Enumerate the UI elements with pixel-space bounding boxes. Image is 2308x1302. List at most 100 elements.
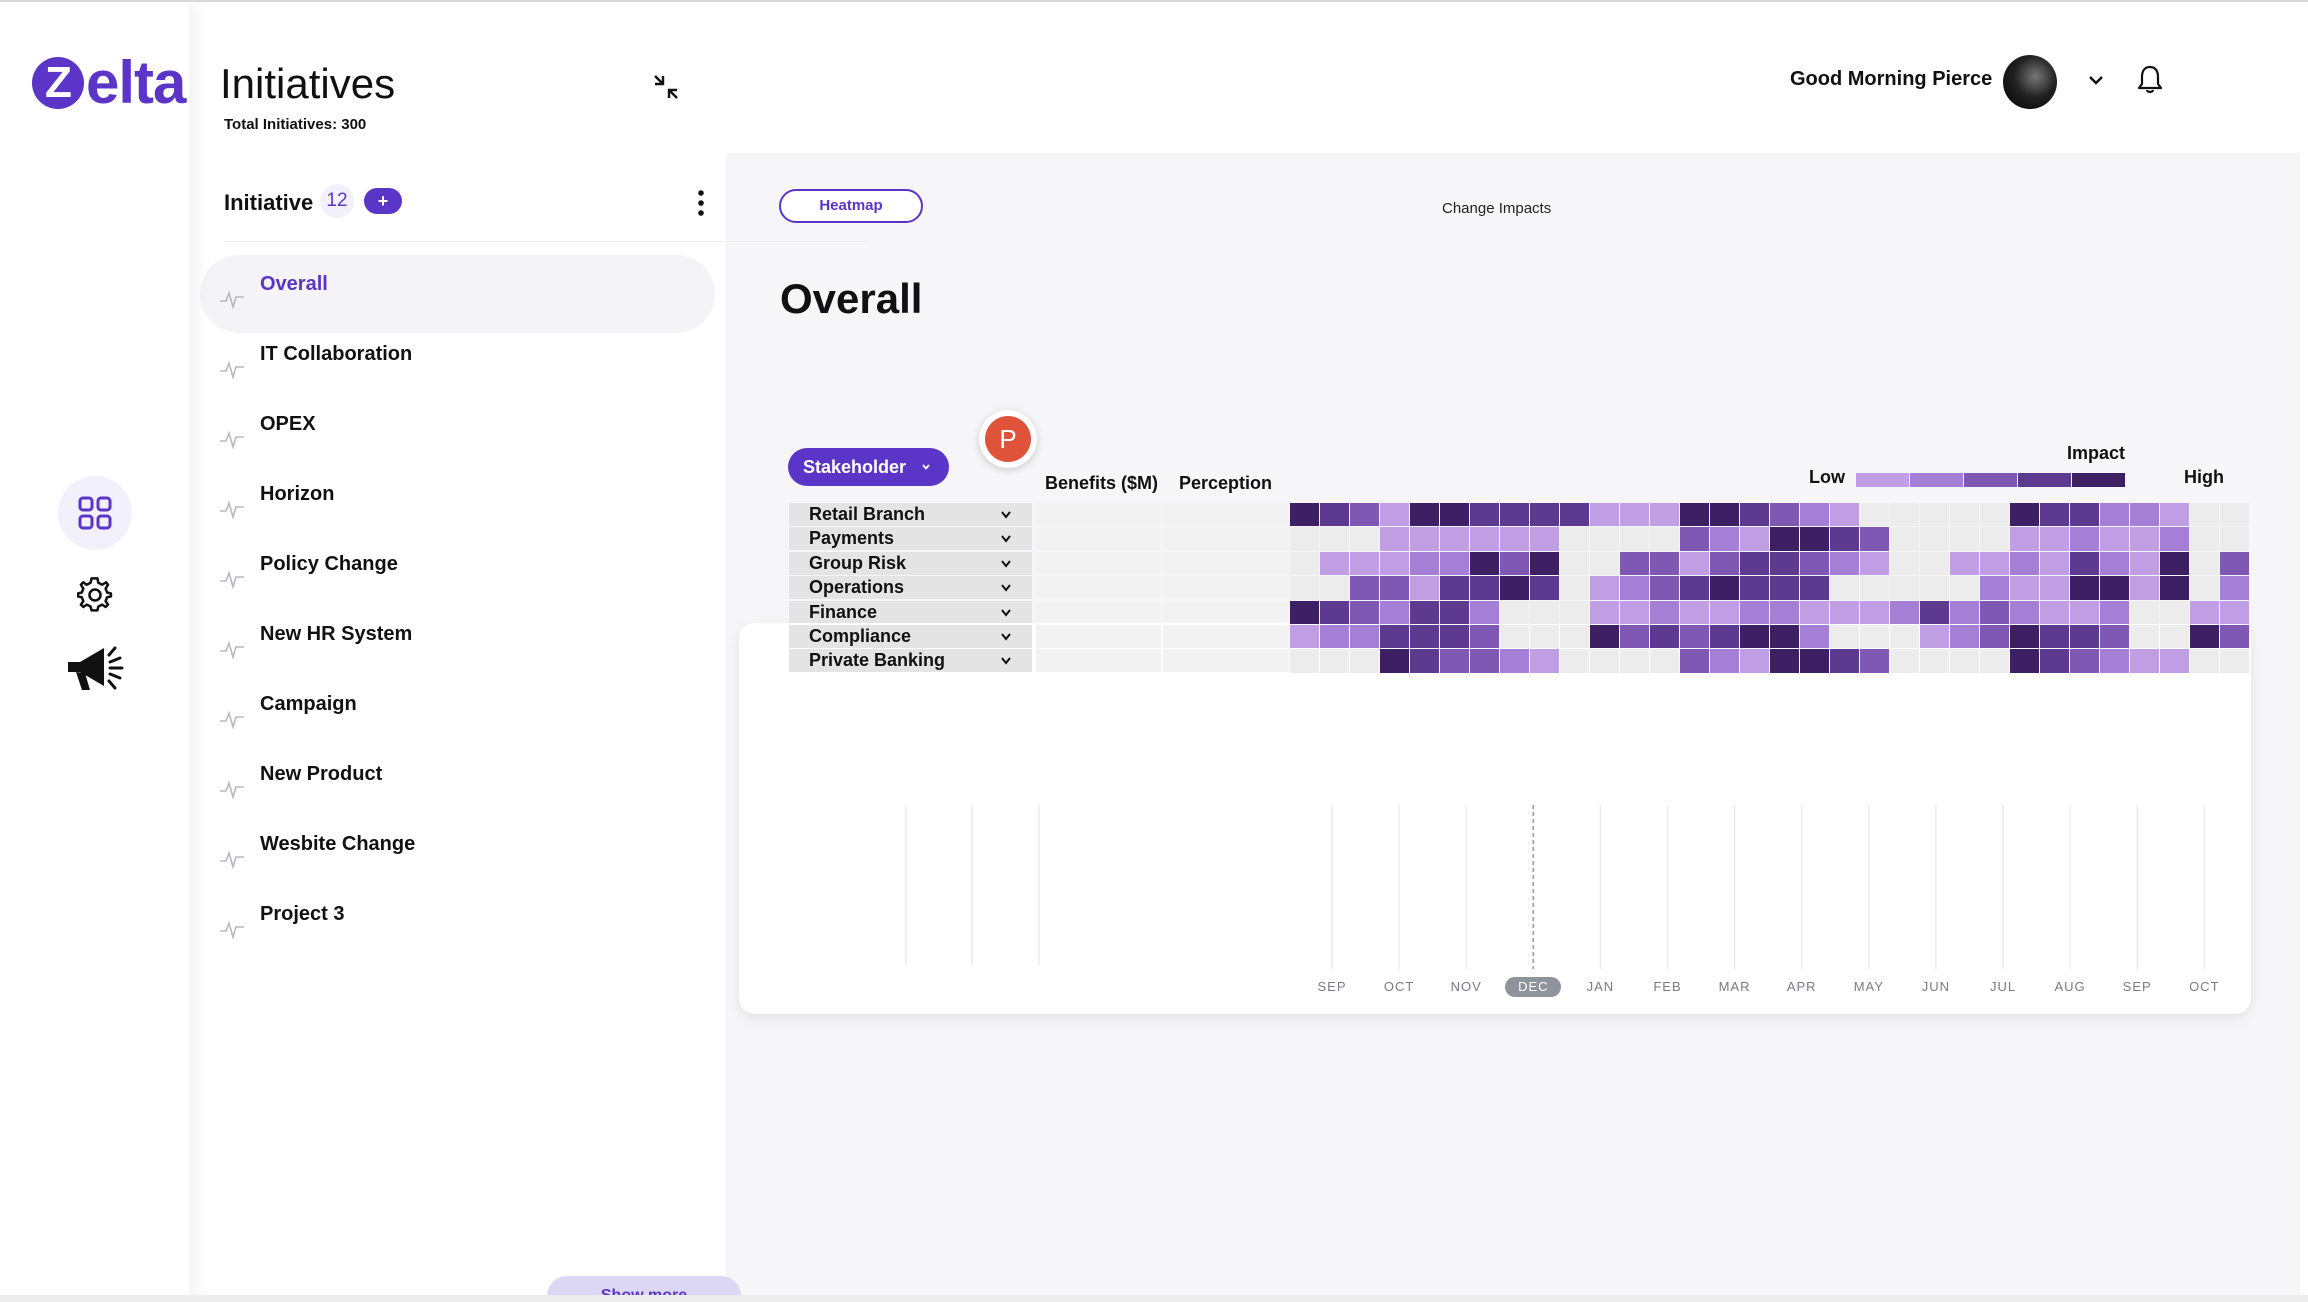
dashboard-nav-button[interactable] — [58, 476, 132, 550]
add-initiative-button[interactable]: + — [364, 188, 402, 214]
stakeholder-label: Stakeholder — [803, 457, 907, 477]
month-label: JAN — [1586, 979, 1615, 994]
user-initial: P — [985, 416, 1031, 462]
heatmap-cell — [2130, 649, 2159, 673]
chevron-down-icon — [1001, 608, 1011, 617]
initiative-item-label: Overall — [260, 273, 328, 295]
initiative-item[interactable]: Overall — [200, 255, 720, 333]
heatmap-cell — [2070, 576, 2099, 600]
heatmap-cell — [2040, 600, 2069, 624]
heatmap-cell — [1410, 527, 1439, 551]
heatmap-cell — [1470, 576, 1499, 600]
heatmap-cell — [1350, 551, 1379, 576]
month-label: FEB — [1653, 979, 1682, 994]
stakeholder-row-toggle[interactable]: Payments — [789, 527, 1032, 551]
heatmap-cell — [1620, 527, 1649, 551]
heatmap-cell — [2100, 600, 2129, 624]
heatmap-cell — [1770, 625, 1799, 649]
settings-nav-button[interactable] — [58, 558, 132, 632]
heatmap-cell — [1380, 503, 1409, 527]
activity-icon — [220, 430, 244, 449]
heatmap-cell — [1560, 625, 1589, 649]
heatmap-cell — [1470, 649, 1499, 673]
heatmap-cell — [2040, 551, 2069, 576]
heatmap-cell — [2010, 503, 2039, 527]
initiative-header-label: Initiative — [224, 190, 314, 215]
initiative-item-label: Campaign — [260, 693, 357, 715]
initiative-item[interactable]: New HR System — [200, 605, 720, 675]
heatmap-cell — [1650, 551, 1679, 576]
chevron-down-icon — [1001, 584, 1011, 592]
heatmap-cell — [1710, 527, 1739, 551]
more-vertical-icon[interactable] — [695, 188, 707, 218]
activity-icon — [220, 500, 244, 519]
legend-swatch — [2018, 473, 2071, 487]
logo-text: elta — [86, 49, 186, 116]
legend-title: Impact — [2067, 443, 2126, 463]
initiative-item-label: New HR System — [260, 623, 413, 645]
initiative-item[interactable]: Campaign — [200, 675, 720, 745]
bell-icon[interactable] — [2136, 64, 2164, 94]
heatmap-cell — [1650, 600, 1679, 624]
stakeholder-row-toggle[interactable]: Retail Branch — [789, 503, 1032, 526]
heatmap-cell — [1320, 576, 1349, 600]
initiative-item[interactable]: OPEX — [200, 395, 720, 465]
heatmap-cell — [1680, 600, 1709, 624]
activity-icon — [220, 920, 244, 939]
heatmap-cell — [2130, 600, 2159, 624]
stakeholder-row-toggle[interactable]: Private Banking — [789, 649, 1032, 673]
heatmap-cell — [1620, 600, 1649, 624]
heatmap-cell — [2010, 625, 2039, 649]
user-initial-avatar[interactable]: P — [979, 410, 1037, 468]
initiative-item[interactable]: New Product — [200, 745, 720, 815]
heatmap-cell — [1380, 649, 1409, 673]
heatmap-cell — [2220, 527, 2249, 551]
heatmap-cell — [1410, 503, 1439, 527]
benefits-cell — [1036, 600, 1161, 624]
perception-cell — [1163, 600, 1289, 624]
initiative-item[interactable]: Wesbite Change — [200, 815, 720, 885]
heatmap-cell — [1620, 576, 1649, 600]
stakeholder-row-toggle[interactable]: Compliance — [789, 625, 1032, 648]
stakeholder-dropdown[interactable]: Stakeholder — [788, 448, 949, 486]
heatmap-cell — [1290, 503, 1319, 527]
initiative-item[interactable]: IT Collaboration — [200, 325, 720, 395]
heatmap-cell — [1380, 625, 1409, 649]
heatmap-cell — [1500, 625, 1529, 649]
user-avatar[interactable] — [2003, 55, 2057, 109]
initiative-item-label: New Product — [260, 763, 383, 785]
stakeholder-name: Payments — [809, 528, 895, 549]
heatmap-cell — [1440, 625, 1469, 649]
heatmap-cell — [1530, 503, 1559, 527]
heatmap-cell — [1500, 600, 1529, 624]
heatmap-cell — [1590, 600, 1619, 624]
heatmap-cell — [2190, 649, 2219, 673]
heatmap-cell — [1890, 503, 1919, 527]
initiative-item[interactable]: Horizon — [200, 465, 720, 535]
heatmap-cell — [1530, 600, 1559, 624]
heatmap-cell — [2040, 503, 2069, 527]
heatmap-cell — [1860, 527, 1889, 551]
heatmap-cell — [2040, 576, 2069, 600]
collapse-icon[interactable] — [651, 72, 681, 102]
logo-letter: Z — [32, 57, 84, 109]
initiative-count-badge: 12 — [320, 184, 354, 218]
stakeholder-row-toggle[interactable]: Group Risk — [789, 551, 1032, 575]
view-title: Overall — [780, 275, 923, 322]
announcements-nav-button[interactable] — [58, 632, 132, 706]
stakeholder-row-toggle[interactable]: Operations — [789, 576, 1032, 599]
initiative-item[interactable]: Policy Change — [200, 535, 720, 605]
heatmap-cell — [1740, 649, 1769, 673]
heatmap-cell — [1290, 625, 1319, 649]
stakeholder-row-toggle[interactable]: Finance — [789, 600, 1032, 624]
activity-icon — [220, 780, 244, 799]
perception-cell — [1163, 527, 1289, 551]
grid-icon — [78, 496, 112, 530]
heatmap-tab[interactable]: Heatmap — [779, 189, 923, 223]
heatmap-cell — [2190, 551, 2219, 576]
initiative-item[interactable]: Project 3 — [200, 885, 720, 955]
impact-cells — [1290, 625, 2250, 649]
chevron-down-icon[interactable] — [2086, 70, 2106, 90]
